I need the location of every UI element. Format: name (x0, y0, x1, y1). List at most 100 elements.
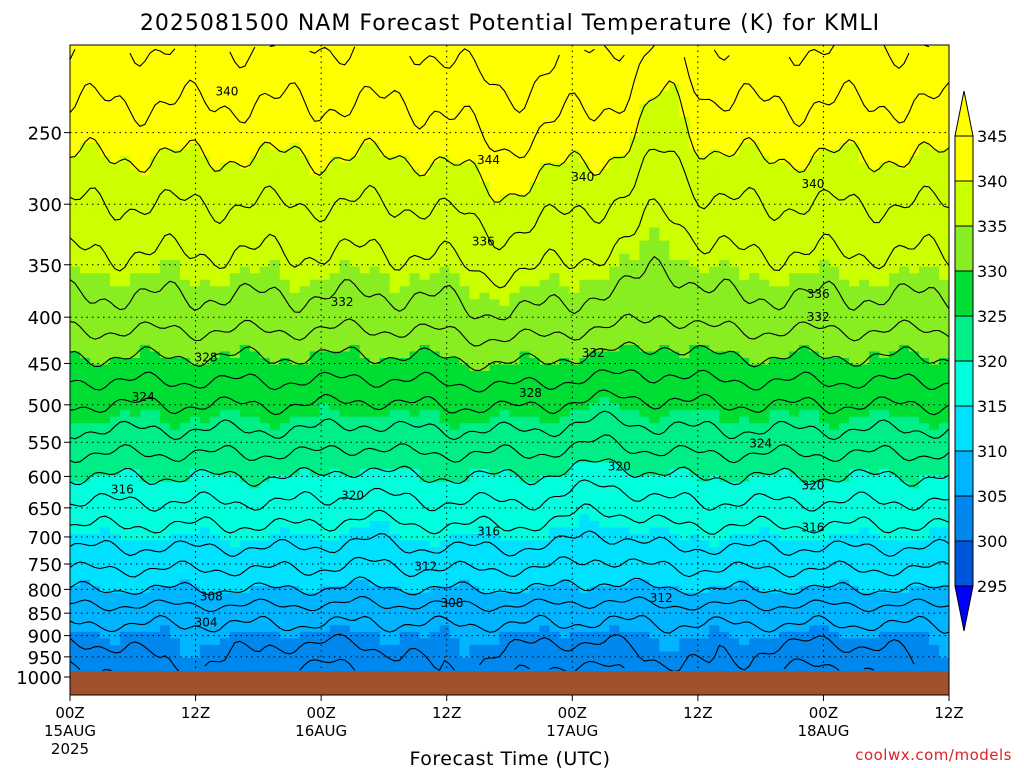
field-cell (449, 507, 461, 516)
field-cell (319, 103, 331, 111)
field-cell (279, 338, 291, 346)
field-cell (239, 631, 251, 639)
field-cell (219, 305, 231, 313)
field-cell (149, 540, 161, 548)
field-cell (409, 84, 421, 92)
field-cell (449, 351, 461, 359)
field-cell (129, 521, 141, 529)
field-cell (219, 234, 231, 242)
field-cell (129, 664, 141, 671)
field-cell (559, 51, 571, 59)
field-cell (529, 403, 541, 411)
field-cell (359, 58, 371, 66)
field-cell (129, 390, 141, 398)
field-cell (189, 605, 201, 613)
field-cell (449, 71, 461, 79)
field-cell (269, 592, 281, 600)
field-cell (259, 116, 271, 124)
field-cell (409, 560, 421, 568)
field-cell (249, 651, 261, 659)
field-cell (509, 592, 521, 600)
field-cell (439, 188, 451, 196)
field-cell (539, 175, 551, 183)
field-cell (129, 455, 141, 463)
field-cell (559, 625, 571, 633)
field-cell (339, 651, 351, 659)
field-cell (579, 90, 591, 98)
field-cell (579, 312, 591, 320)
field-cell (199, 436, 211, 444)
field-cell (199, 331, 211, 340)
field-cell (349, 547, 361, 555)
field-cell (359, 155, 371, 163)
field-cell (359, 429, 371, 437)
field-cell (399, 266, 411, 274)
field-cell (199, 71, 211, 79)
field-cell (279, 273, 291, 281)
field-cell (209, 534, 221, 542)
field-cell (139, 631, 151, 639)
field-cell (429, 612, 441, 620)
field-cell (79, 312, 91, 320)
field-cell (219, 58, 231, 66)
field-cell (409, 488, 421, 496)
field-cell (529, 208, 541, 216)
field-cell (139, 227, 151, 235)
field-cell (359, 247, 371, 255)
field-cell (559, 358, 571, 366)
field-cell (509, 442, 521, 450)
field-cell (329, 136, 341, 144)
field-cell (279, 129, 291, 137)
field-cell (379, 181, 391, 190)
field-cell (569, 299, 581, 307)
field-cell (459, 331, 471, 340)
field-cell (519, 390, 531, 398)
field-cell (459, 494, 471, 503)
field-cell (509, 97, 521, 105)
field-cell (169, 194, 181, 203)
field-cell (369, 58, 381, 66)
field-cell (399, 155, 411, 163)
field-cell (309, 644, 321, 653)
field-cell (479, 644, 491, 653)
field-cell (469, 227, 481, 235)
field-cell (379, 579, 391, 587)
field-cell (79, 507, 91, 516)
field-cell (209, 390, 221, 398)
field-cell (209, 644, 221, 653)
field-cell (269, 149, 281, 157)
field-cell (579, 116, 591, 124)
field-cell (449, 364, 461, 372)
field-cell (329, 129, 341, 137)
field-cell (499, 573, 511, 581)
field-cell (189, 142, 201, 150)
field-cell (269, 77, 281, 85)
field-cell (89, 599, 101, 607)
field-cell (159, 553, 171, 561)
field-cell (369, 116, 381, 124)
field-cell (70, 221, 81, 229)
field-cell (529, 116, 541, 124)
field-cell (479, 586, 491, 594)
field-cell (319, 344, 331, 353)
field-cell (579, 377, 591, 385)
field-cell (559, 475, 571, 483)
field-cell (529, 292, 541, 300)
field-cell (229, 625, 241, 633)
field-cell (429, 45, 441, 53)
field-cell (469, 168, 481, 177)
field-cell (79, 188, 91, 196)
field-cell (369, 344, 381, 353)
field-cell (359, 90, 371, 98)
field-cell (509, 586, 521, 594)
field-cell (369, 560, 381, 568)
field-cell (269, 292, 281, 300)
field-cell (469, 664, 481, 671)
field-cell (299, 234, 311, 242)
field-cell (259, 331, 271, 340)
field-cell (79, 129, 91, 137)
field-cell (559, 364, 571, 372)
field-cell (529, 644, 541, 653)
field-cell (429, 657, 441, 666)
field-cell (399, 455, 411, 463)
